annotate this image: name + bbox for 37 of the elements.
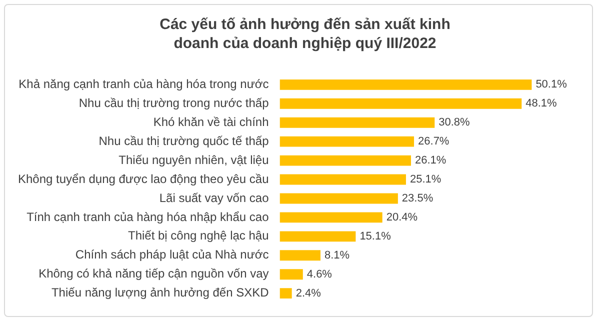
y-tick-label: Không tuyển dụng được lao động theo yêu cầu [18, 172, 269, 186]
bar [280, 155, 412, 166]
data-label: 26.7% [418, 136, 450, 148]
data-label: 23.5% [402, 192, 434, 205]
data-label: 15.1% [360, 230, 392, 242]
bar [280, 174, 406, 185]
bar [280, 79, 532, 90]
data-label: 50.1% [536, 78, 568, 91]
bar [280, 269, 303, 280]
bar [280, 98, 522, 109]
bar [280, 136, 414, 147]
bar [280, 212, 382, 223]
chart-title: Các yếu tố ảnh hưởng đến sản xuất kinh doanh của doanh nghiệp quý III/2022 [158, 15, 452, 53]
y-tick-label: Lãi suất vay vốn cao [159, 190, 270, 205]
bar [280, 117, 435, 128]
y-tick-label: Thiếu nguyên nhiên, vật liệu [118, 152, 269, 167]
y-tick-label: Khó khăn về tài chính [153, 114, 269, 129]
data-label: 20.4% [386, 211, 418, 224]
data-label: 25.1% [410, 174, 442, 186]
y-tick-label: Tính cạnh tranh của hàng hóa nhập khẩu cao [26, 210, 270, 224]
y-tick-label: Nhu cầu thị trường quốc tế thấp [98, 134, 270, 148]
y-tick-label: Chính sách pháp luật của Nhà nước [75, 248, 269, 262]
y-tick-label: Không có khả năng tiếp cận nguồn vốn vay [38, 266, 269, 281]
bar [280, 231, 356, 242]
y-tick-label: Khả năng cạnh tranh của hàng hóa trong nước [18, 76, 269, 91]
data-label: 4.6% [306, 268, 332, 280]
data-label: 30.8% [438, 116, 470, 129]
y-tick-label: Thiết bị công nghệ lạc hậu [128, 228, 269, 243]
data-label: 8.1% [324, 249, 350, 262]
bar [280, 250, 320, 261]
data-label: 48.1% [526, 98, 558, 110]
y-tick-label: Thiếu năng lượng ảnh hưởng đến SXKD [51, 286, 270, 300]
data-label: 2.4% [296, 287, 322, 300]
bar [280, 193, 398, 204]
y-tick-label: Nhu cầu thị trường trong nước thấp [78, 96, 270, 110]
data-label: 26.1% [415, 154, 446, 167]
bar [280, 288, 292, 299]
